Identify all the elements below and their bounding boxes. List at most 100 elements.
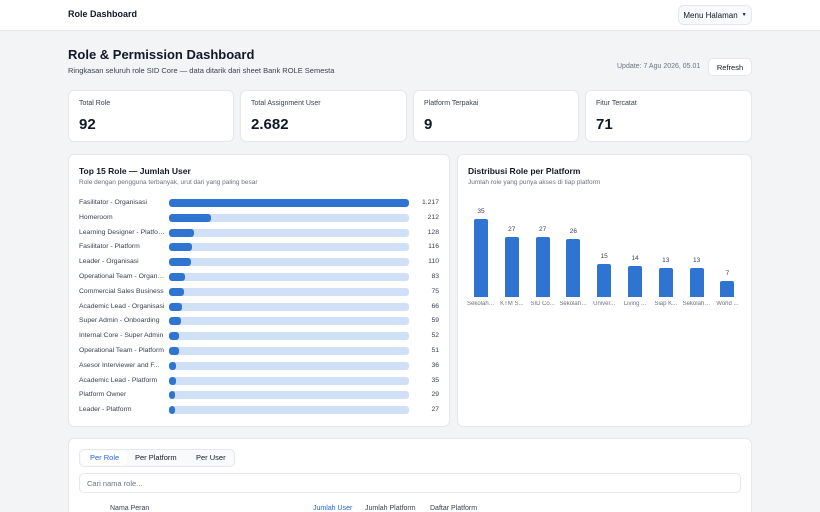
bar bbox=[720, 281, 735, 297]
bar-value-label: 27 bbox=[431, 406, 439, 414]
bar-track bbox=[169, 317, 409, 326]
bar bbox=[169, 199, 409, 207]
category-label: Univer... bbox=[593, 301, 616, 307]
bar bbox=[597, 263, 612, 297]
bar bbox=[474, 219, 488, 297]
stat-card-total-role: Total Role 92 bbox=[68, 90, 234, 142]
category-label: Siap K... bbox=[654, 301, 678, 307]
bar-row: Leader - Organisasi 110 bbox=[79, 256, 439, 268]
column-header-nama-peran[interactable]: Nama Peran bbox=[110, 505, 150, 512]
bar bbox=[169, 258, 191, 267]
bar bbox=[169, 391, 175, 400]
bar-value-label: 116 bbox=[428, 243, 439, 251]
stat-label: Total Assignment User bbox=[251, 100, 321, 107]
bar-row: Learning Designer - Platform 128 bbox=[79, 227, 439, 239]
table-panel: Per Role Per Platform Per User Nama Pera… bbox=[68, 438, 752, 512]
bar-label: Super Admin - Onboarding bbox=[79, 317, 160, 325]
app-title: Role Dashboard bbox=[68, 9, 138, 19]
bar-row: Operational Team - Organisasi 83 bbox=[79, 271, 439, 283]
top-bar: Role Dashboard Menu Halaman ▼ bbox=[0, 0, 820, 31]
category-label: World ... bbox=[716, 301, 739, 307]
stat-card-fitur: Fitur Tercatat 71 bbox=[585, 90, 752, 142]
bar-row: Fasilitator - Organisasi 1.217 bbox=[79, 197, 439, 209]
tab-per-platform[interactable]: Per Platform bbox=[135, 453, 177, 462]
stat-label: Fitur Tercatat bbox=[596, 100, 637, 107]
column-header-daftar-platform[interactable]: Daftar Platform bbox=[430, 505, 478, 512]
bar bbox=[658, 268, 673, 297]
bar bbox=[169, 287, 184, 296]
chart-subtitle: Jumlah role yang punya akses di tiap pla… bbox=[468, 179, 601, 186]
bar-label: Asesor Interviewer and F... bbox=[79, 361, 160, 369]
bar-row: Operational Team - Platform 51 bbox=[79, 345, 439, 357]
column-header-jumlah-platform[interactable]: Jumlah Platform bbox=[365, 505, 416, 512]
bar-label: Academic Lead - Platform bbox=[79, 376, 158, 384]
stat-card-total-assignment: Total Assignment User 2.682 bbox=[240, 90, 407, 142]
category-label: KTM S... bbox=[500, 301, 524, 307]
bar-track bbox=[169, 213, 409, 222]
bar-label: Learning Designer - Platform bbox=[79, 228, 165, 236]
role-search-input[interactable] bbox=[79, 473, 741, 493]
bar-value-label: 128 bbox=[427, 228, 439, 236]
tab-per-role[interactable]: Per Role bbox=[90, 453, 120, 462]
bar-track bbox=[169, 302, 409, 311]
menu-label: Menu Halaman bbox=[683, 10, 738, 20]
bar-track bbox=[169, 332, 409, 341]
bar bbox=[628, 265, 642, 297]
stat-value: 9 bbox=[424, 116, 433, 133]
bar-row: Fasilitator - Platform 116 bbox=[79, 241, 439, 253]
bar-value-label: 27 bbox=[508, 225, 516, 233]
bar bbox=[169, 243, 192, 252]
bar-value-label: 212 bbox=[427, 213, 439, 221]
bar-row: Leader - Platform 27 bbox=[79, 404, 439, 416]
menu-halaman-button[interactable]: Menu Halaman ▼ bbox=[678, 5, 752, 25]
category-label: Living ... bbox=[623, 301, 647, 307]
bar-row: Platform Owner 29 bbox=[79, 389, 439, 401]
bar-value-label: 35 bbox=[431, 376, 439, 384]
bar-label: Homeroom bbox=[79, 213, 113, 221]
bar-value-label: 26 bbox=[569, 228, 577, 236]
bar-row: Internal Core - Super Admin 52 bbox=[79, 330, 439, 342]
bar-value-label: 52 bbox=[431, 332, 439, 340]
refresh-button[interactable]: Refresh bbox=[708, 58, 752, 76]
bar-value-label: 27 bbox=[538, 225, 547, 233]
column-header-jumlah-user[interactable]: Jumlah User bbox=[313, 505, 353, 512]
bar bbox=[169, 361, 177, 370]
chart-title: Distribusi Role per Platform bbox=[468, 166, 581, 176]
bar-track bbox=[169, 228, 409, 237]
stat-value: 2.682 bbox=[251, 116, 289, 133]
bar-track bbox=[169, 376, 409, 385]
category-label: Sekolah ... bbox=[467, 301, 495, 307]
chart-subtitle: Role dengan pengguna terbanyak, urut dar… bbox=[79, 179, 258, 186]
view-tabs: Per Role Per Platform Per User bbox=[79, 449, 235, 467]
category-label: Sekolah ... bbox=[682, 301, 711, 307]
stat-label: Total Role bbox=[79, 100, 111, 107]
bar bbox=[504, 236, 519, 297]
bar bbox=[169, 213, 211, 222]
bar-value-label: 75 bbox=[431, 287, 439, 295]
bar-value-label: 59 bbox=[431, 317, 439, 325]
bar bbox=[169, 273, 186, 281]
update-timestamp: Update: 7 Agu 2026, 05.01 bbox=[617, 63, 701, 70]
top-roles-chart: Top 15 Role — Jumlah User Role dengan pe… bbox=[68, 154, 450, 427]
bar-track bbox=[169, 391, 409, 400]
bar bbox=[169, 406, 175, 415]
bar-value-label: 83 bbox=[431, 273, 439, 280]
bar bbox=[169, 228, 195, 237]
bar-value-label: 36 bbox=[431, 361, 439, 369]
bar-label: Fasilitator - Organisasi bbox=[79, 199, 147, 206]
bar-track bbox=[169, 199, 409, 207]
bar-track bbox=[169, 258, 409, 267]
stat-card-platform: Platform Terpakai 9 bbox=[413, 90, 579, 142]
bar bbox=[169, 332, 180, 341]
bar-label: Commercial Sales Business bbox=[79, 287, 164, 295]
tab-per-user[interactable]: Per User bbox=[196, 453, 226, 462]
bar bbox=[689, 268, 704, 297]
bar-value-label: 29 bbox=[431, 391, 439, 399]
bar-label: Internal Core - Super Admin bbox=[79, 332, 164, 340]
bar-label: Leader - Platform bbox=[79, 406, 132, 414]
bar-label: Operational Team - Platform bbox=[79, 347, 164, 354]
platform-distribution-chart: Distribusi Role per Platform Jumlah role… bbox=[457, 154, 752, 427]
bar-track bbox=[169, 273, 409, 281]
bar-label: Leader - Organisasi bbox=[79, 258, 139, 266]
bar-track bbox=[169, 406, 409, 415]
